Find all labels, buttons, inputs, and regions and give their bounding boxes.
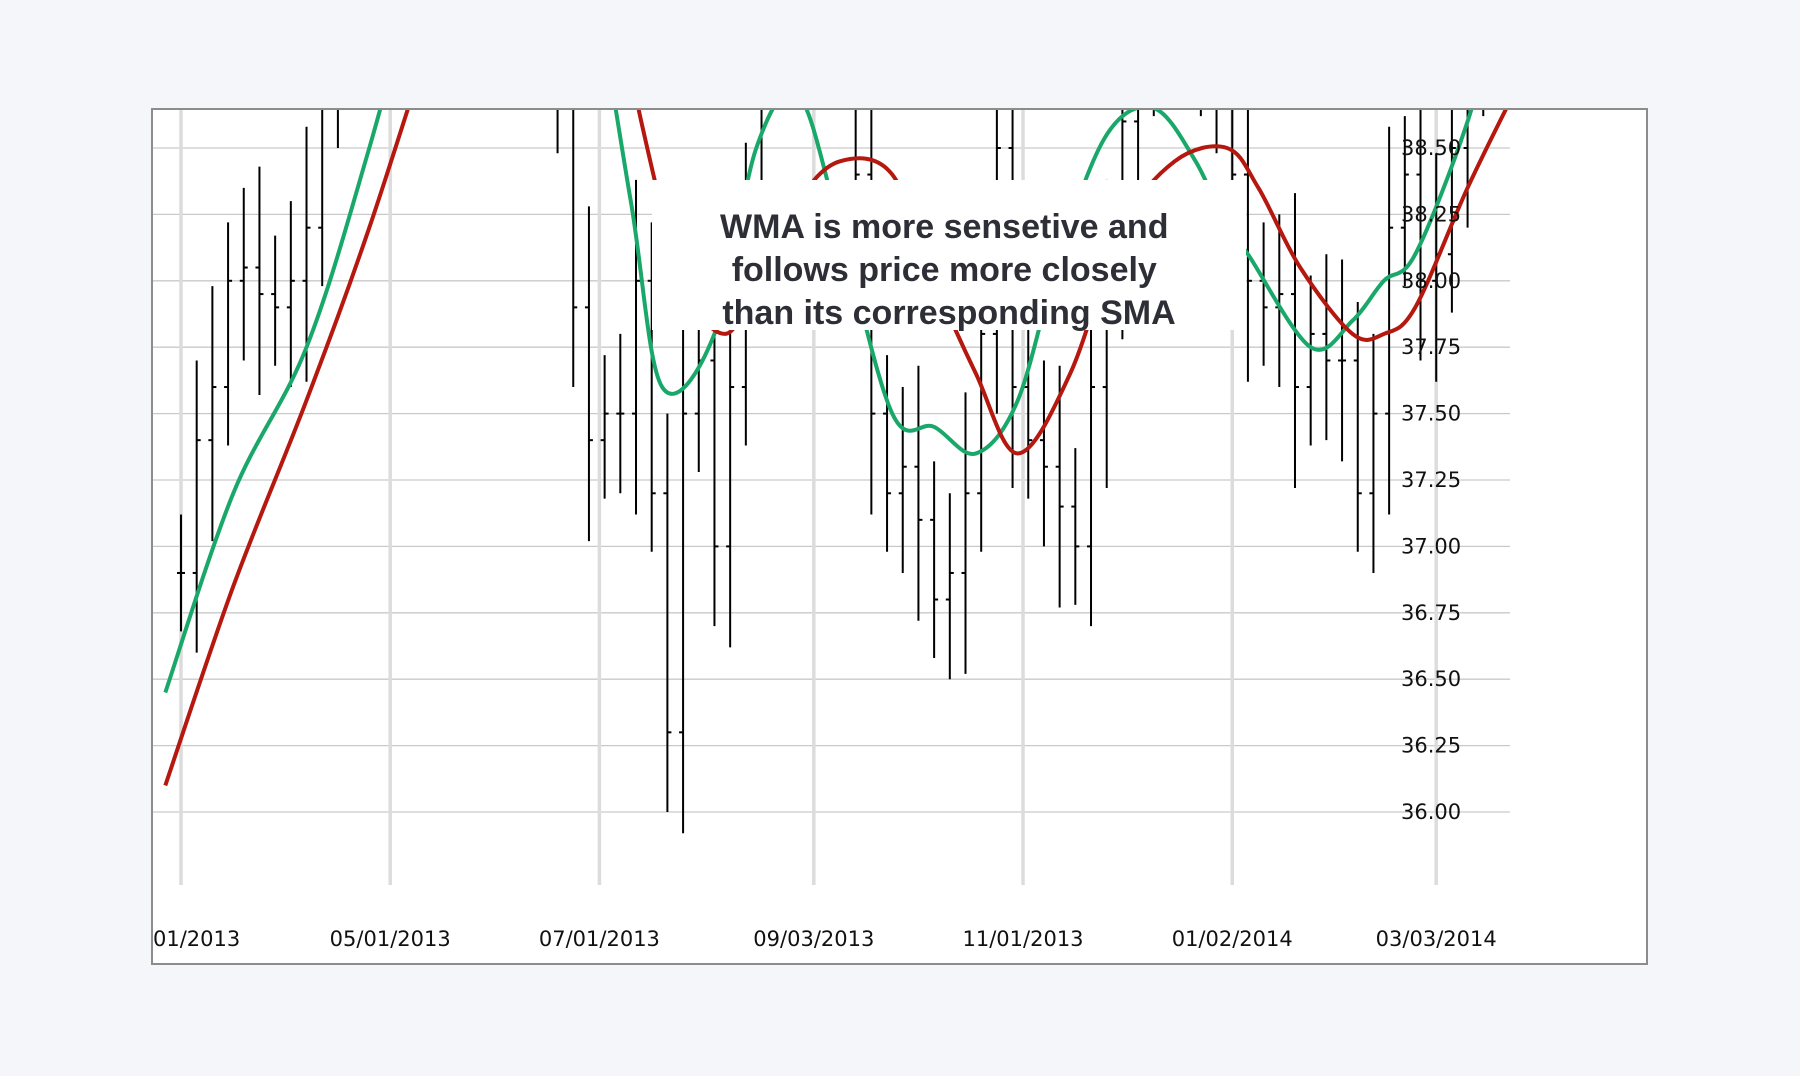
price-bar bbox=[336, 110, 339, 148]
price-bar bbox=[584, 206, 593, 542]
price-bar bbox=[616, 333, 625, 494]
annotation-background bbox=[652, 180, 1246, 330]
price-bar bbox=[1353, 302, 1362, 552]
y-tick-label: 36.50 bbox=[1401, 667, 1461, 691]
x-tick-label: 01/02/2014 bbox=[1172, 927, 1293, 951]
price-bar bbox=[192, 360, 201, 653]
x-tick-label: 07/01/2013 bbox=[539, 927, 660, 951]
y-tick-label: 38.25 bbox=[1401, 202, 1461, 226]
price-bar bbox=[255, 166, 264, 396]
price-bar bbox=[914, 365, 923, 621]
price-bar bbox=[271, 235, 280, 366]
annotation-text: WMA is more sensetive and follows price … bbox=[720, 208, 1178, 332]
y-tick-label: 37.50 bbox=[1401, 402, 1461, 426]
price-bar bbox=[556, 110, 559, 154]
price-bar bbox=[1215, 110, 1218, 154]
annotation-callout: WMA is more sensetive and follows price … bbox=[652, 180, 1246, 332]
price-bar bbox=[1400, 116, 1409, 287]
x-tick-label: 03/03/2014 bbox=[1376, 927, 1497, 951]
price-bar bbox=[1259, 222, 1268, 366]
annotation-line-2: follows price more closely bbox=[732, 251, 1157, 289]
price-bar bbox=[945, 493, 954, 680]
price-bar bbox=[679, 312, 688, 834]
y-tick-label: 36.25 bbox=[1401, 734, 1461, 758]
y-tick-label: 37.25 bbox=[1401, 468, 1461, 492]
price-bar bbox=[1134, 110, 1140, 202]
price-bar bbox=[883, 355, 892, 552]
price-bar bbox=[1447, 110, 1456, 313]
price-bar bbox=[572, 110, 578, 388]
y-tick-label: 38.00 bbox=[1401, 269, 1461, 293]
price-bar bbox=[930, 461, 939, 658]
price-bar bbox=[1290, 193, 1299, 488]
price-bar bbox=[1338, 259, 1347, 462]
price-bar bbox=[302, 126, 311, 382]
price-bar bbox=[1243, 110, 1252, 382]
price-bar bbox=[224, 222, 233, 446]
price-bar bbox=[600, 355, 609, 499]
annotation-line-3: than its corresponding SMA bbox=[722, 294, 1175, 332]
series-line-wma bbox=[163, 110, 1474, 694]
y-tick-label: 38.50 bbox=[1401, 136, 1461, 160]
price-bar bbox=[726, 286, 735, 648]
price-bar bbox=[1463, 110, 1469, 228]
y-tick-label: 37.75 bbox=[1401, 335, 1461, 359]
price-bar bbox=[208, 286, 217, 542]
price-bar bbox=[1306, 275, 1315, 446]
price-bar bbox=[961, 392, 970, 674]
price-bar bbox=[1039, 360, 1048, 547]
price-bar bbox=[1416, 110, 1425, 361]
x-tick-label: 11/01/2013 bbox=[963, 927, 1084, 951]
price-bar bbox=[318, 110, 324, 287]
price-bar bbox=[239, 187, 248, 361]
y-tick-label: 36.75 bbox=[1401, 601, 1461, 625]
y-axis-tick-labels: 41.2541.0040.7540.2540.0039.7539.5039.25… bbox=[1401, 136, 1461, 824]
price-bar bbox=[1087, 307, 1096, 627]
price-bar bbox=[1055, 365, 1064, 608]
price-bar bbox=[1071, 448, 1080, 605]
vertical-gridlines bbox=[179, 110, 1438, 885]
price-bar bbox=[1369, 333, 1378, 573]
x-tick-label: 01/2013 bbox=[153, 927, 240, 951]
price-bar bbox=[1024, 328, 1033, 499]
x-tick-label: 09/03/2013 bbox=[753, 927, 874, 951]
annotation-line-1: WMA is more sensetive and bbox=[720, 208, 1168, 246]
chart-frame: WMA is more sensetive and follows price … bbox=[151, 108, 1648, 965]
price-bar bbox=[647, 222, 656, 552]
chart-svg: WMA is more sensetive and follows price … bbox=[153, 110, 1510, 951]
price-bar bbox=[898, 387, 907, 573]
y-tick-label: 36.00 bbox=[1401, 800, 1461, 824]
price-bar bbox=[663, 413, 672, 812]
y-tick-label: 37.00 bbox=[1401, 534, 1461, 558]
x-tick-label: 05/01/2013 bbox=[330, 927, 451, 951]
price-bar bbox=[1199, 110, 1202, 117]
price-bar bbox=[177, 514, 185, 632]
x-axis-tick-labels: 01/2013 05/01/2013 07/01/2013 09/03/2013 11/… bbox=[153, 927, 1497, 951]
price-bar bbox=[1385, 126, 1394, 515]
price-bar bbox=[1482, 110, 1485, 117]
price-bar bbox=[286, 201, 295, 388]
